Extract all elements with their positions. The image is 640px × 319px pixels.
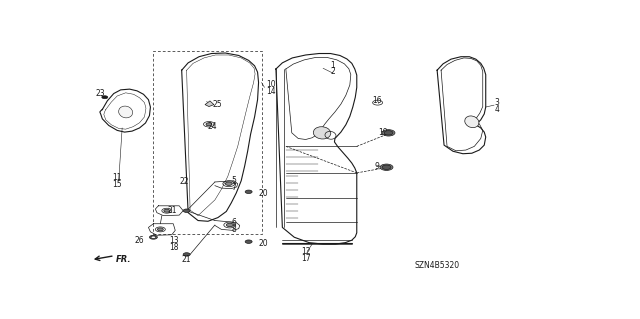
Circle shape: [245, 240, 252, 243]
Circle shape: [150, 235, 157, 239]
Text: 8: 8: [232, 225, 236, 234]
Circle shape: [382, 165, 391, 169]
Text: 20: 20: [259, 239, 268, 249]
Text: SZN4B5320: SZN4B5320: [415, 261, 460, 270]
Circle shape: [183, 253, 190, 256]
Circle shape: [183, 209, 190, 212]
Ellipse shape: [465, 116, 479, 128]
Text: 3: 3: [494, 98, 499, 107]
Text: 10: 10: [266, 80, 276, 89]
Ellipse shape: [118, 106, 132, 118]
Text: 26: 26: [134, 236, 145, 245]
Text: FR.: FR.: [116, 255, 132, 264]
Circle shape: [382, 130, 395, 136]
Text: 18: 18: [170, 243, 179, 252]
Text: 24: 24: [208, 122, 218, 131]
Text: 4: 4: [494, 105, 499, 114]
Text: 2: 2: [331, 67, 335, 77]
Text: 14: 14: [266, 87, 276, 96]
Circle shape: [206, 123, 212, 126]
Text: 19: 19: [378, 128, 387, 137]
Text: 22: 22: [179, 177, 189, 187]
Circle shape: [102, 96, 108, 99]
Ellipse shape: [314, 127, 331, 139]
Text: 12: 12: [301, 248, 310, 256]
Circle shape: [384, 131, 393, 135]
Text: 17: 17: [301, 254, 310, 263]
Text: 5: 5: [231, 176, 236, 185]
Text: 6: 6: [231, 219, 236, 227]
Text: 7: 7: [231, 183, 236, 192]
Polygon shape: [205, 101, 214, 107]
Circle shape: [380, 164, 393, 170]
Text: 20: 20: [259, 189, 268, 198]
Text: 13: 13: [170, 236, 179, 245]
Text: 21: 21: [182, 255, 191, 264]
Text: 25: 25: [212, 100, 222, 109]
Circle shape: [157, 228, 163, 231]
Text: 11: 11: [113, 173, 122, 182]
Circle shape: [245, 190, 252, 194]
Circle shape: [227, 223, 233, 227]
Circle shape: [225, 182, 232, 185]
Text: 15: 15: [113, 180, 122, 189]
Circle shape: [151, 236, 156, 239]
Text: 21: 21: [167, 206, 177, 215]
Text: 1: 1: [331, 61, 335, 70]
Circle shape: [164, 209, 170, 212]
Text: 9: 9: [374, 162, 379, 171]
Text: 16: 16: [372, 96, 381, 105]
Text: 23: 23: [95, 89, 105, 98]
